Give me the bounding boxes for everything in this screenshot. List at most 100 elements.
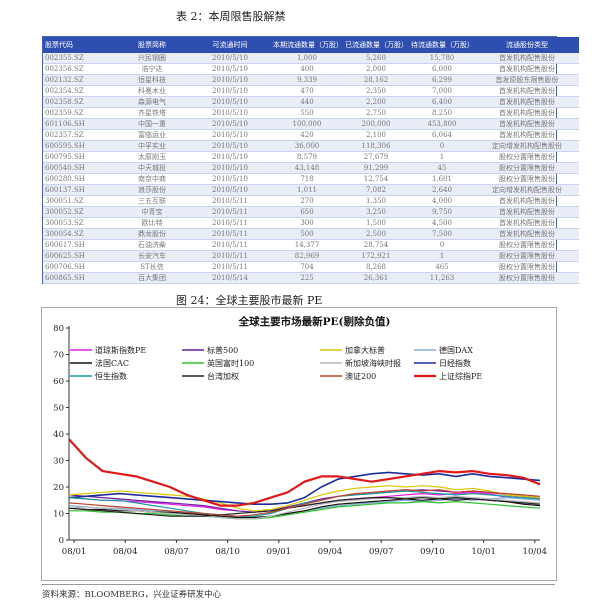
table-cell: 首发机构配售股份 xyxy=(475,118,579,130)
table-cell: 首发机构配售股份 xyxy=(475,195,579,207)
table-cell: 200,000 xyxy=(343,118,409,130)
legend-label: 澳证200 xyxy=(345,371,376,381)
table-cell: 6,064 xyxy=(409,129,475,141)
x-tick-label: 10/04 xyxy=(523,547,548,557)
table-cell: 300052.SZ xyxy=(43,206,115,218)
table-cell: 恒星科技 xyxy=(115,74,189,86)
table-cell: 600617.SH xyxy=(43,239,115,251)
table-cell: 2,500 xyxy=(343,228,409,240)
table-header-cell: 股票简称 xyxy=(138,41,166,49)
table-cell: 太原刚玉 xyxy=(115,151,189,163)
table-cell: 600540.SH xyxy=(43,162,115,174)
table-header-cell: 已流通数量（万股） xyxy=(345,41,408,49)
table-cell: 1,350 xyxy=(343,195,409,207)
table-cell: 1,500 xyxy=(343,217,409,229)
table-cell: 002359.SZ xyxy=(43,107,115,119)
x-tick-label: 09/10 xyxy=(420,547,445,557)
table-cell: 12,754 xyxy=(343,173,409,185)
table-cell: 82,969 xyxy=(271,250,343,262)
legend-label: 道琼斯指数PE xyxy=(95,345,146,355)
table-cell: 704 xyxy=(271,261,343,273)
table-cell: 45 xyxy=(409,162,475,174)
y-tick-label: 40 xyxy=(53,430,64,440)
table-cell: 600865.SH xyxy=(43,272,115,284)
table-cell: 2010/5/10 xyxy=(189,63,271,75)
table-row: 601106.SH 中国一重 2010/5/10 100,000 200,000 453,… xyxy=(43,118,579,130)
legend-label: 加拿大标普 xyxy=(345,345,385,355)
table-cell: 股权分置限售股份 xyxy=(475,239,579,251)
table-cell: 2010/5/14 xyxy=(189,272,271,284)
y-tick-label: 30 xyxy=(53,457,64,467)
table-cell: 2010/5/11 xyxy=(189,239,271,251)
table-cell: 0 xyxy=(409,239,475,251)
series-line xyxy=(68,471,541,505)
series-line xyxy=(68,495,541,520)
table-cell: 2010/5/10 xyxy=(189,140,271,152)
table-cell: 中青宝 xyxy=(115,206,189,218)
table-cell: 465 xyxy=(409,261,475,273)
legend-label: 英国富时100 xyxy=(207,358,254,368)
chart-title: 全球主要市场最新PE(剔除负值) xyxy=(238,315,391,328)
table-cell: 300 xyxy=(271,217,343,229)
series-line xyxy=(68,485,541,512)
table-cell: 500 xyxy=(271,228,343,240)
table-cell: 5,260 xyxy=(343,53,409,64)
table-header-row: 股票代码 股票简称 可流通时间 本期流通数量（万股） 已流通数量（万股） 待流通数量（万股… xyxy=(43,37,579,53)
x-tick-label: 09/07 xyxy=(369,547,394,557)
table-cell: 440 xyxy=(271,96,343,108)
table-cell: 南京中商 xyxy=(115,173,189,185)
table-cell: 齐星铁塔 xyxy=(115,107,189,119)
table-cell: 2010/5/10 xyxy=(189,96,271,108)
table-cell: 28,162 xyxy=(343,74,409,86)
table-cell: 600706.SH xyxy=(43,261,115,273)
table-row: 300052.SZ 中青宝 2010/5/11 650 3,250 9,750 首发机构配售… xyxy=(43,206,579,218)
table-cell: 601106.SH xyxy=(43,118,115,130)
table-cell: 中天城投 xyxy=(115,162,189,174)
table-cell: 28,754 xyxy=(343,239,409,251)
table-cell: 首发机构配售股份 xyxy=(475,53,579,64)
table-cell: 470 xyxy=(271,85,343,97)
table-caption: 表 2：本周限售股解禁 xyxy=(176,10,286,23)
table-cell: 首发机构配售股份 xyxy=(475,107,579,119)
table-cell: 6,400 xyxy=(409,96,475,108)
table-cell: 14,377 xyxy=(271,239,343,251)
y-tick-label: 10 xyxy=(53,510,64,520)
chart-caption: 图 24：全球主要股市最新 PE xyxy=(176,294,323,307)
table-cell: 002132.SZ xyxy=(43,74,115,86)
table-cell: 1,601 xyxy=(409,173,475,185)
table-cell: 1 xyxy=(409,250,475,262)
table-cell: 浩宁达 xyxy=(115,63,189,75)
table-row: 600625.SH 长安汽车 2010/5/11 82,969 172,921 1 股权分置… xyxy=(43,250,579,262)
legend-label: 台湾加权 xyxy=(207,371,239,381)
table-cell: 300054.SZ xyxy=(43,228,115,240)
table-cell: 股权分置限售股份 xyxy=(475,173,579,185)
table-cell: 27,679 xyxy=(343,151,409,163)
table-cell: 2010/5/11 xyxy=(189,217,271,229)
unlock-table-grid: 股票代码 股票简称 可流通时间 本期流通数量（万股） 已流通数量（万股） 待流通数量（万股… xyxy=(43,37,579,284)
table-cell: 2010/5/11 xyxy=(189,228,271,240)
table-cell: 2010/5/11 xyxy=(189,206,271,218)
table-cell: 2010/5/11 xyxy=(189,261,271,273)
table-cell: 4,000 xyxy=(409,195,475,207)
table-cell: 718 xyxy=(271,173,343,185)
series-line xyxy=(68,497,541,517)
table-row: 002355.SZ 兴民钢圈 2010/5/10 1,000 5,260 15,780 首发… xyxy=(43,53,579,64)
table-cell: 8,250 xyxy=(409,107,475,119)
table-cell: 0 xyxy=(409,140,475,152)
table-row: 600540.SH 中天城投 2010/5/10 43,148 91,299 45 股权分置… xyxy=(43,162,579,174)
table-cell: 2010/5/10 xyxy=(189,162,271,174)
x-tick-label: 08/10 xyxy=(215,547,240,557)
legend-label: 德国DAX xyxy=(439,345,473,355)
table-row: 600706.SH ST长信 2010/5/11 704 8,268 465 股权分置限售股… xyxy=(43,261,579,273)
table-cell: 15,780 xyxy=(409,53,475,64)
table-cell: 2,100 xyxy=(343,129,409,141)
table-cell: 2,200 xyxy=(343,96,409,108)
table-cell: 浪莎股份 xyxy=(115,184,189,196)
table-cell: 2,750 xyxy=(343,107,409,119)
table-row: 002356.SZ 浩宁达 2010/5/10 400 2,000 6,000 首发机构配售… xyxy=(43,63,579,75)
unlock-table: 股票代码 股票简称 可流通时间 本期流通数量（万股） 已流通数量（万股） 待流通数量（万股… xyxy=(42,36,579,284)
table-cell: 650 xyxy=(271,206,343,218)
table-cell: 8,268 xyxy=(343,261,409,273)
table-cell: 2010/5/10 xyxy=(189,85,271,97)
table-cell: 453,800 xyxy=(409,118,475,130)
